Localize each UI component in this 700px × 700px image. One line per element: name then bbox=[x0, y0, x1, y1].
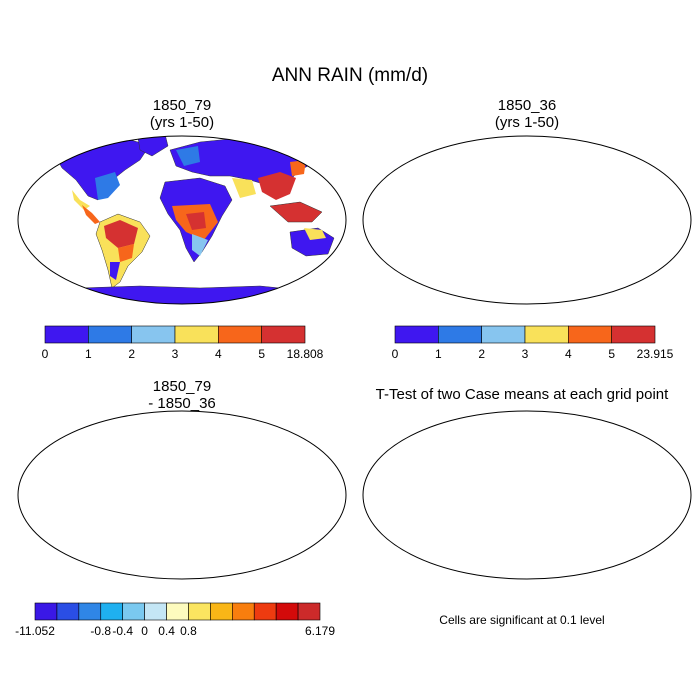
colorbar-tick-label: 4 bbox=[215, 347, 222, 361]
colorbar-tick-label: -0.4 bbox=[112, 624, 133, 638]
panel-3-title-line1: 1850_79 bbox=[152, 378, 212, 395]
map-frame bbox=[363, 136, 691, 304]
map-panel-1850-79 bbox=[17, 135, 347, 305]
map-frame bbox=[18, 411, 346, 579]
colorbar-difference: -11.052 -0.8 -0.4 0 0.4 0.8 6.179 bbox=[15, 602, 335, 638]
colorbar-tick-label: 18.808 bbox=[287, 347, 324, 361]
colorbar-tick-label: 1 bbox=[435, 347, 442, 361]
map-panel-1850-36 bbox=[362, 135, 692, 305]
colorbar-swatch bbox=[100, 602, 123, 621]
colorbar-1850-79: 0 1 2 3 4 5 18.808 bbox=[42, 325, 324, 361]
colorbar-swatch bbox=[174, 325, 219, 344]
map-frame bbox=[363, 411, 691, 579]
colorbar-tick-label: 0 bbox=[392, 347, 399, 361]
figure-title: ANN RAIN (mm/d) bbox=[271, 65, 429, 86]
colorbar-swatch bbox=[568, 325, 612, 344]
colorbar-swatch bbox=[166, 602, 189, 621]
panel-2-title-line1: 1850_36 bbox=[497, 97, 557, 114]
colorbar-tick-label: 0 bbox=[141, 624, 148, 638]
colorbar-swatch bbox=[144, 602, 167, 621]
colorbar-swatch bbox=[218, 325, 262, 344]
colorbar-swatch bbox=[232, 602, 255, 621]
colorbar-tick-label: 0.4 bbox=[158, 624, 175, 638]
panel-2-title-line2: (yrs 1-50) bbox=[494, 114, 560, 131]
panel-title-ttest: T-Test of two Case means at each grid po… bbox=[352, 386, 692, 403]
map-border bbox=[362, 135, 692, 305]
colorbar-swatch bbox=[394, 325, 439, 344]
colorbar-tick-label: 6.179 bbox=[305, 624, 335, 638]
colorbar-tick-label: 2 bbox=[478, 347, 485, 361]
colorbar-tick-label: 4 bbox=[565, 347, 572, 361]
map-border bbox=[17, 410, 347, 580]
colorbar-swatch bbox=[188, 602, 211, 621]
colorbar-swatch bbox=[122, 602, 145, 621]
map-border bbox=[17, 135, 347, 305]
colorbar-swatch bbox=[524, 325, 569, 344]
panel-1-title-line1: 1850_79 bbox=[152, 97, 212, 114]
colorbar-tick-label: -0.8 bbox=[90, 624, 111, 638]
map-panel-difference bbox=[17, 410, 347, 580]
colorbar-swatch bbox=[481, 325, 526, 344]
colorbar-tick-label: -11.052 bbox=[15, 624, 55, 638]
colorbar-swatch bbox=[275, 602, 299, 621]
panel-title-1850-36: 1850_36 (yrs 1-50) bbox=[407, 97, 647, 131]
map-border bbox=[362, 410, 692, 580]
colorbar-swatch bbox=[34, 602, 58, 621]
colorbar-tick-label: 5 bbox=[608, 347, 615, 361]
colorbar-1850-36: 0 1 2 3 4 5 23.915 bbox=[392, 325, 674, 361]
map-panel-ttest bbox=[362, 410, 692, 580]
panel-1-title-line2: (yrs 1-50) bbox=[149, 114, 215, 131]
colorbar-swatch bbox=[611, 325, 656, 344]
colorbar-tick-label: 0 bbox=[42, 347, 49, 361]
panel-title-1850-79: 1850_79 (yrs 1-50) bbox=[62, 97, 302, 131]
panel-3-title-line2: - 1850_36 bbox=[148, 395, 216, 412]
colorbar-tick-label: 1 bbox=[85, 347, 92, 361]
colorbar-swatch bbox=[261, 325, 306, 344]
panel-title-difference: 1850_79 - 1850_36 bbox=[62, 378, 302, 412]
colorbar-swatch bbox=[56, 602, 80, 621]
colorbar-swatch bbox=[78, 602, 102, 621]
colorbar-tick-label: 3 bbox=[522, 347, 529, 361]
colorbar-tick-label: 2 bbox=[128, 347, 135, 361]
colorbar-swatch bbox=[88, 325, 132, 344]
colorbar-tick-label: 3 bbox=[172, 347, 179, 361]
land-fields bbox=[29, 136, 341, 304]
colorbar-swatch bbox=[253, 602, 277, 621]
colorbar-tick-label: 23.915 bbox=[637, 347, 674, 361]
colorbar-tick-label: 0.8 bbox=[180, 624, 197, 638]
colorbar-swatch bbox=[210, 602, 233, 621]
colorbar-swatch bbox=[297, 602, 321, 621]
panel-4-title-line1: T-Test of two Case means at each grid po… bbox=[375, 386, 669, 403]
colorbar-swatch bbox=[438, 325, 482, 344]
significance-note: Cells are significant at 0.1 level bbox=[439, 613, 605, 627]
colorbar-swatch bbox=[44, 325, 89, 344]
colorbar-swatch bbox=[131, 325, 176, 344]
colorbar-tick-label: 5 bbox=[258, 347, 265, 361]
